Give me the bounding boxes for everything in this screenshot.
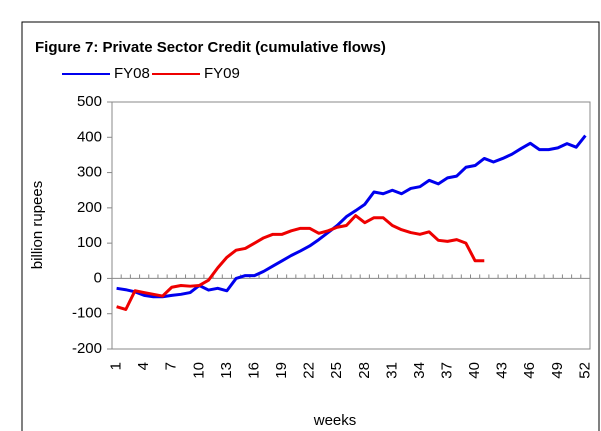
- x-tick-label: 49: [549, 362, 566, 379]
- y-tick-label: -100: [72, 305, 102, 322]
- x-tick-label: 52: [576, 362, 593, 379]
- x-tick-label: 22: [301, 362, 318, 379]
- series-line: [116, 214, 485, 311]
- x-tick-label: 31: [383, 362, 400, 379]
- x-tick-label: 43: [494, 362, 511, 379]
- y-tick-label: -200: [72, 340, 102, 357]
- x-tick-label: 4: [135, 362, 152, 370]
- x-tick-label: 34: [411, 362, 428, 379]
- series-line: [116, 134, 587, 299]
- y-axis-label: billion rupees: [29, 181, 46, 269]
- y-tick-label: 400: [77, 128, 102, 145]
- x-tick-label: 7: [163, 362, 180, 370]
- y-tick-label: 200: [77, 199, 102, 216]
- y-tick-label: 500: [77, 93, 102, 110]
- x-tick-label: 28: [356, 362, 373, 379]
- chart-border: [21, 21, 600, 431]
- y-tick-label: 100: [77, 234, 102, 251]
- x-axis-label: weeks: [313, 412, 357, 429]
- chart-title: Figure 7: Private Sector Credit (cumulat…: [35, 39, 386, 56]
- x-tick-label: 25: [328, 362, 345, 379]
- x-tick-label: 1: [108, 362, 125, 370]
- x-tick-label: 13: [218, 362, 235, 379]
- x-tick-label: 19: [273, 362, 290, 379]
- x-tick-label: 40: [466, 362, 483, 379]
- plot-area: [111, 101, 591, 350]
- y-tick-label: 300: [77, 164, 102, 181]
- x-tick-label: 10: [190, 362, 207, 379]
- legend-label: FY08: [114, 65, 150, 82]
- x-tick-label: 16: [245, 362, 262, 379]
- x-tick-label: 46: [521, 362, 538, 379]
- x-tick-label: 37: [438, 362, 455, 379]
- y-tick-label: 0: [94, 269, 102, 286]
- legend-label: FY09: [204, 65, 240, 82]
